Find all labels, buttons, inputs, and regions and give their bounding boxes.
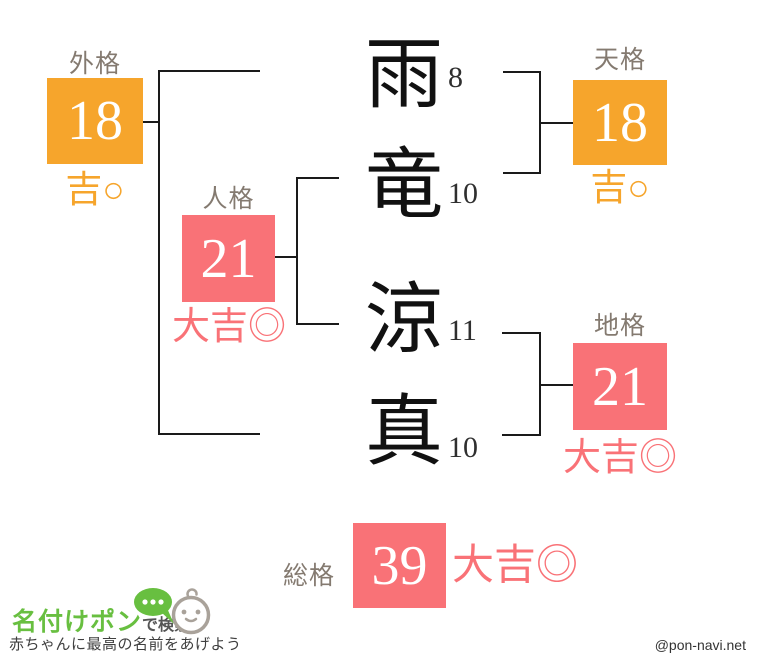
logo-tagline: 赤ちゃんに最高の名前をあげよう	[9, 636, 242, 653]
gaikaku-fortune: 吉○	[65, 169, 125, 210]
chikaku-connector-line	[539, 384, 573, 386]
soukaku-label: 総格	[283, 562, 336, 590]
jinkaku-fortune: 大吉◎	[171, 306, 286, 348]
site-credit: @pon-navi.net	[654, 637, 746, 653]
jinkaku-label: 人格	[202, 185, 255, 213]
tenkaku-label: 天格	[593, 46, 646, 74]
tenkaku-value: 18	[592, 91, 648, 154]
soukaku-value: 39	[371, 534, 428, 597]
gaikaku-top-line	[158, 70, 260, 72]
chikaku-value: 21	[592, 355, 648, 418]
soukaku-fortune: 大吉◎	[452, 541, 579, 588]
chikaku-value-box: 21	[573, 343, 667, 430]
logo-mark	[134, 588, 211, 635]
baby-face-icon	[171, 588, 211, 635]
gaikaku-bottom-line	[158, 433, 260, 435]
jinkaku-top-line	[296, 177, 339, 179]
tenkaku-bottom-line	[503, 172, 541, 174]
logo-brand-text: 名付けポン	[12, 608, 143, 636]
stroke-count-2: 10	[448, 177, 478, 210]
chikaku-top-line	[502, 332, 541, 334]
gaikaku-label: 外格	[68, 50, 121, 78]
stroke-count-3: 11	[448, 314, 477, 347]
tenkaku-connector-line	[539, 122, 573, 124]
chikaku-bottom-line	[502, 434, 541, 436]
tenkaku-fortune: 吉○	[590, 167, 650, 208]
name-char-3: 涼	[364, 275, 443, 365]
tenkaku-value-box: 18	[573, 80, 667, 165]
jinkaku-value: 21	[200, 227, 257, 290]
stroke-count-4: 10	[448, 431, 478, 464]
jinkaku-bottom-line	[296, 323, 339, 325]
name-char-1: 雨	[364, 30, 443, 120]
jinkaku-vertical-line	[296, 177, 298, 325]
tenkaku-top-line	[503, 71, 541, 73]
logo-text: 名付けポンで検索	[12, 602, 190, 638]
gaikaku-value-box: 18	[47, 78, 143, 164]
name-char-4: 真	[364, 387, 443, 477]
gaikaku-value: 18	[67, 90, 123, 152]
name-char-2: 竜	[364, 140, 443, 230]
gaikaku-vertical-line	[158, 70, 160, 435]
soukaku-value-box: 39	[353, 523, 446, 608]
chikaku-fortune: 大吉◎	[562, 437, 677, 479]
speech-bubble-icon	[134, 588, 174, 624]
stroke-count-1: 8	[448, 61, 463, 94]
jinkaku-value-box: 21	[182, 215, 275, 302]
chikaku-label: 地格	[593, 312, 646, 340]
jinkaku-connector-line	[275, 256, 298, 258]
gaikaku-connector-line	[143, 121, 160, 123]
